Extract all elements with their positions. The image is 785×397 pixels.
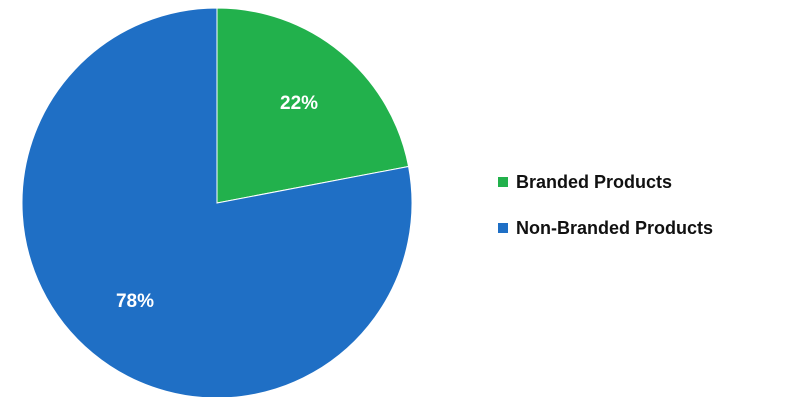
- legend-swatch-non-branded: [498, 223, 508, 233]
- label-non-branded-products: 78%: [116, 291, 154, 312]
- legend-item-non-branded-products: Non-Branded Products: [498, 216, 713, 240]
- legend-label-non-branded: Non-Branded Products: [516, 218, 713, 239]
- legend-label-branded: Branded Products: [516, 172, 672, 193]
- legend-swatch-branded: [498, 177, 508, 187]
- label-branded-products: 22%: [280, 93, 318, 114]
- legend-item-branded-products: Branded Products: [498, 170, 713, 194]
- pie-slices: [22, 8, 412, 397]
- chart-legend: Branded Products Non-Branded Products: [498, 170, 713, 262]
